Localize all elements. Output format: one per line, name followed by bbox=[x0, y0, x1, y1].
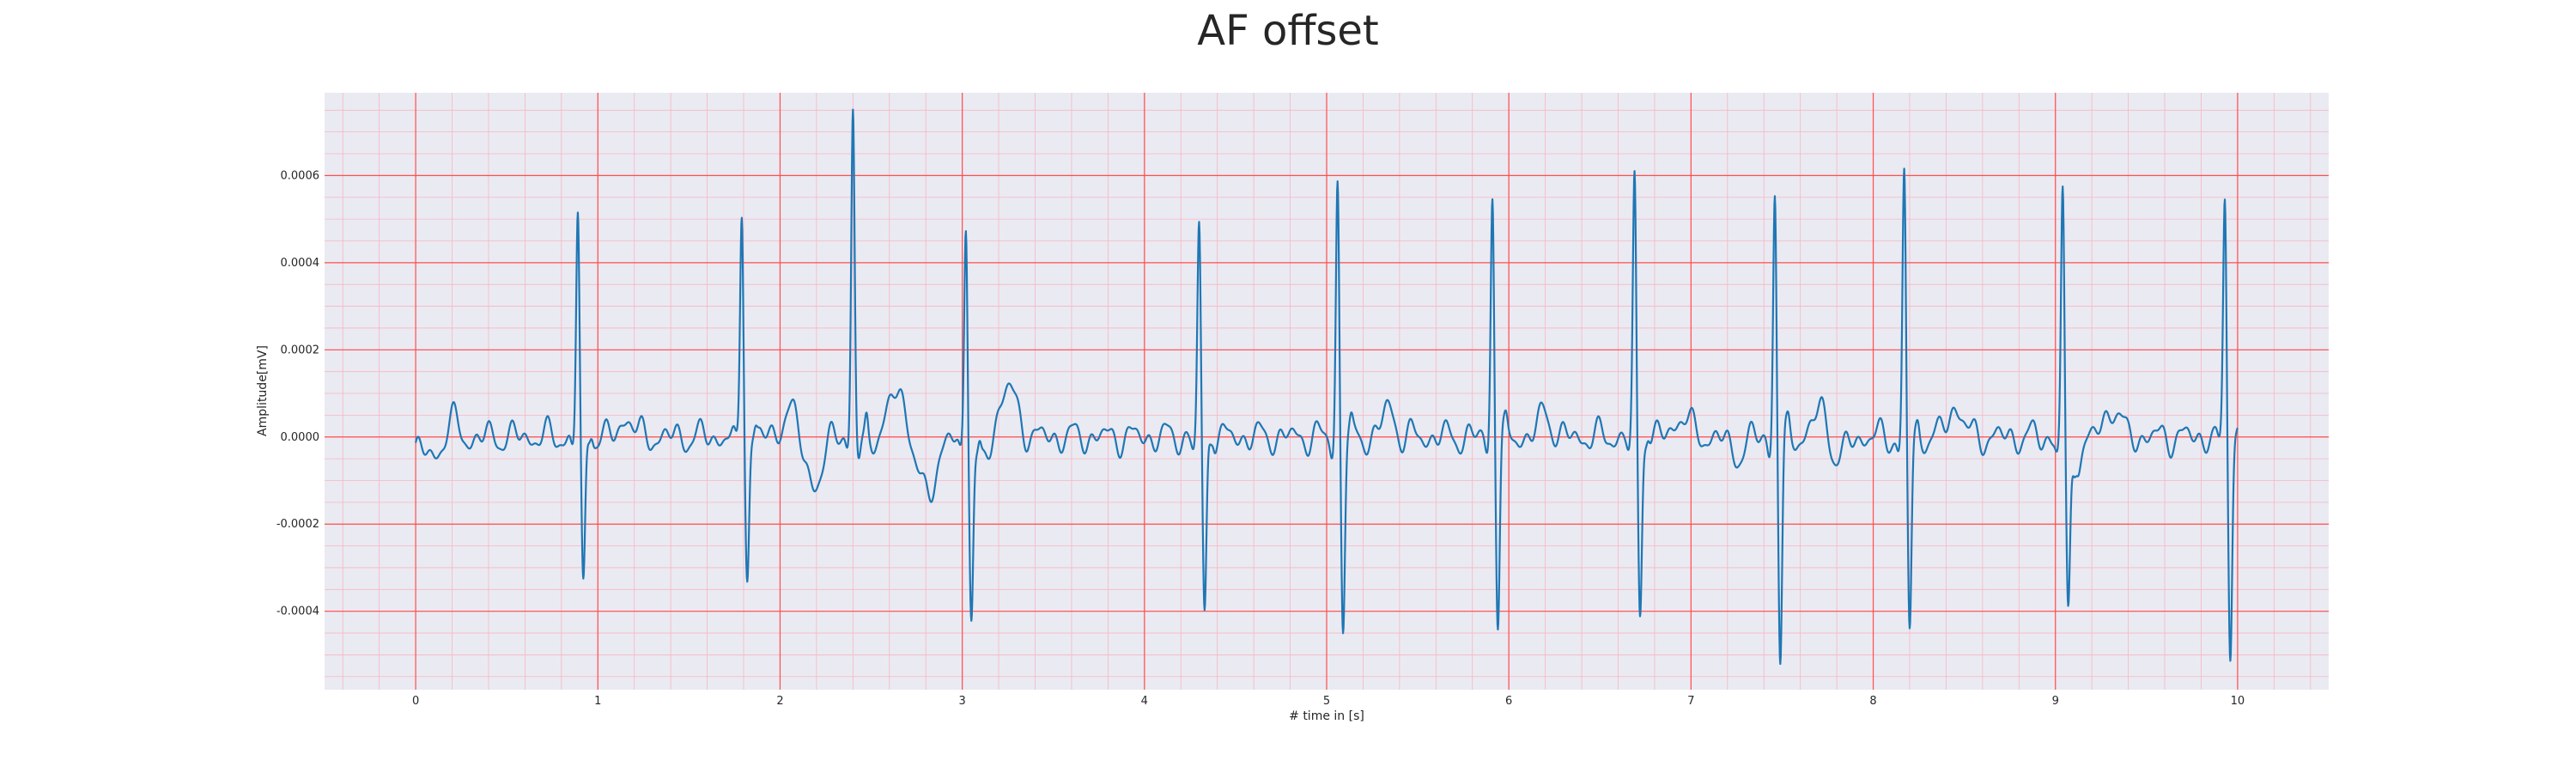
x-tick-label: 0 bbox=[412, 695, 419, 708]
y-axis-label: Amplitude[mV] bbox=[256, 345, 270, 436]
x-tick-label: 7 bbox=[1687, 695, 1694, 708]
y-tick-label: -0.0002 bbox=[276, 518, 319, 531]
y-tick-label: 0.0004 bbox=[281, 257, 320, 270]
plot-area bbox=[325, 93, 2329, 690]
chart-title: AF offset bbox=[1197, 7, 1379, 55]
y-axis-ticks: -0.0004 -0.0002 0.0000 0.0002 0.0004 0.0006 bbox=[276, 169, 319, 618]
x-tick-label: 1 bbox=[594, 695, 601, 708]
x-axis-label: # time in [s] bbox=[1289, 709, 1364, 723]
y-tick-label: 0.0000 bbox=[281, 431, 320, 444]
x-tick-label: 4 bbox=[1141, 695, 1148, 708]
x-tick-label: 10 bbox=[2231, 695, 2245, 708]
x-tick-label: 9 bbox=[2052, 695, 2059, 708]
x-tick-label: 8 bbox=[1869, 695, 1876, 708]
x-axis-ticks: 0 1 2 3 4 5 6 7 8 9 10 bbox=[412, 695, 2245, 708]
x-tick-label: 5 bbox=[1323, 695, 1330, 708]
y-tick-label: 0.0006 bbox=[281, 169, 320, 182]
major-grid bbox=[325, 93, 2329, 690]
x-tick-label: 6 bbox=[1505, 695, 1512, 708]
y-tick-label: 0.0002 bbox=[281, 344, 320, 356]
x-tick-label: 2 bbox=[776, 695, 783, 708]
x-tick-label: 3 bbox=[958, 695, 965, 708]
y-tick-label: -0.0004 bbox=[276, 606, 319, 618]
series-line-ecg bbox=[415, 108, 2239, 666]
